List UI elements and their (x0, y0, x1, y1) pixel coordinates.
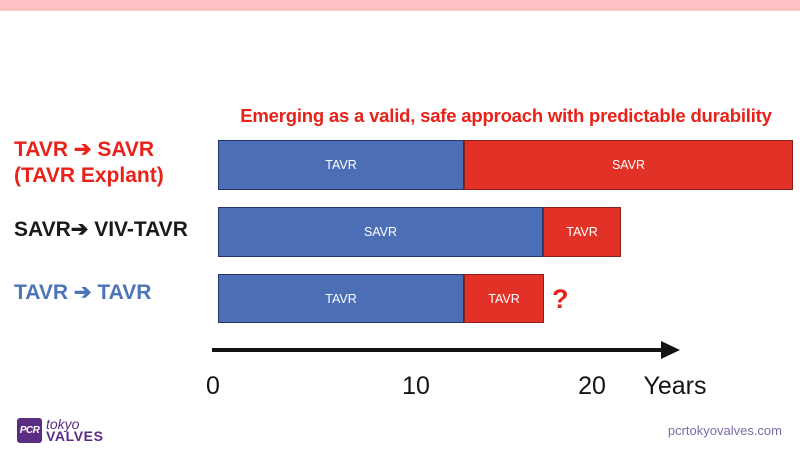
bar-segment-label: TAVR (325, 291, 357, 306)
website-url[interactable]: pcrtokyovalves.com (667, 423, 782, 438)
pcr-tokyo-valves-logo: PCR tokyo VALVES (17, 416, 137, 446)
row3-bar-segment-tavr2: TAVR (464, 274, 544, 323)
logo-tokyo-text: tokyo (46, 416, 80, 432)
row2-label: SAVR➔ VIV-TAVR (14, 218, 188, 241)
row3-bar-segment-tavr: TAVR (218, 274, 464, 323)
bar-segment-label: TAVR (566, 225, 598, 239)
row1-bar-segment-tavr: TAVR (218, 140, 464, 190)
bar-segment-label: SAVR (363, 225, 398, 239)
top-accent-strip (0, 0, 800, 11)
question-mark-annotation: ? (552, 284, 569, 314)
bar-segment-label: TAVR (488, 291, 520, 306)
row1-bar-segment-savr: SAVR (464, 140, 793, 190)
axis-tick-10: 10 (402, 372, 430, 400)
row1-label: TAVR ➔ SAVR (TAVR Explant) (14, 137, 164, 189)
row2-bar-segment-savr: SAVR (218, 207, 543, 257)
axis-tick-20: 20 (578, 372, 606, 400)
logo-valves-text: VALVES (46, 428, 104, 444)
time-axis-line (212, 348, 664, 352)
row1-label-line2: (TAVR Explant) (14, 164, 164, 187)
row2-bar-segment-tavr: TAVR (543, 207, 621, 257)
time-axis-arrowhead-icon (661, 341, 680, 359)
bar-segment-label: TAVR (325, 158, 357, 172)
axis-unit-label: Years (643, 372, 707, 400)
row1-label-line1: TAVR ➔ SAVR (14, 138, 155, 161)
chart-title: Emerging as a valid, safe approach with … (240, 105, 772, 126)
row3-label: TAVR ➔ TAVR (14, 281, 152, 304)
axis-tick-0: 0 (206, 372, 220, 400)
bar-segment-label: SAVR (611, 158, 646, 172)
pcr-logo-icon: PCR (17, 418, 42, 443)
